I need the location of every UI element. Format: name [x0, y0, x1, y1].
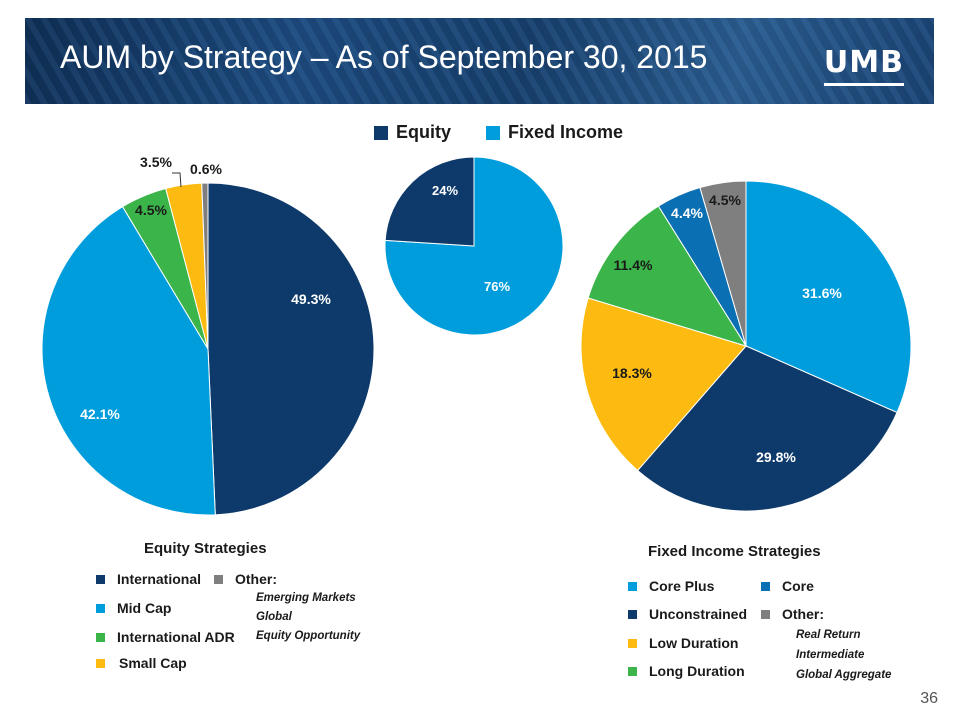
data-label-fixed-income: 76% — [484, 279, 510, 294]
legend-equity: Equity — [374, 122, 451, 143]
legend-swatch — [96, 603, 105, 613]
pie-slice-equity — [384, 156, 475, 247]
pie-slice-unconstrained — [636, 345, 898, 512]
legend-label: Core — [782, 578, 814, 594]
legend-label: International ADR — [117, 629, 235, 645]
legend-label: Other: — [235, 571, 277, 587]
legend-swatch — [628, 638, 637, 648]
fixed-other-subitem: Real Return — [796, 629, 861, 641]
legend-label: Long Duration — [649, 663, 745, 679]
equity-legend-item-international-adr: International ADR — [96, 629, 235, 645]
fixed-legend-title: Fixed Income Strategies — [648, 543, 821, 560]
pie-slice-other — [201, 182, 209, 350]
legend-label: International — [117, 571, 202, 587]
banner-texture — [25, 18, 934, 104]
page-title: AUM by Strategy – As of September 30, 20… — [60, 39, 708, 75]
pie-slice-core-plus — [745, 180, 912, 414]
legend-label-fixed-income: Fixed Income — [508, 122, 624, 142]
data-label-unconstrained: 29.8% — [756, 449, 796, 465]
data-label-other: 0.6% — [190, 161, 222, 177]
pie-slice-long-duration — [587, 205, 748, 347]
legend-fixed-income: Fixed Income — [486, 122, 623, 143]
equity-legend-title: Equity Strategies — [144, 540, 267, 557]
equity-other-subitem: Emerging Markets — [256, 592, 356, 604]
legend-swatch — [96, 574, 105, 584]
fixed-legend-item-core-plus: Core Plus — [628, 578, 714, 594]
fixed-other-subitem: Intermediate — [796, 649, 865, 661]
data-label-international-adr: 4.5% — [135, 202, 167, 218]
legend-swatch — [628, 666, 637, 676]
fixed-other-subitem: Global Aggregate — [796, 669, 892, 681]
leader-line — [172, 172, 182, 188]
pie-slice-low-duration — [580, 297, 747, 472]
data-label-small-cap: 3.5% — [140, 154, 172, 170]
equity-other-subitem: Equity Opportunity — [256, 630, 361, 642]
equity-other-subitem: Global — [256, 611, 292, 623]
legend-swatch — [628, 609, 637, 619]
data-label-other: 4.5% — [709, 192, 741, 208]
data-label-low-duration: 18.3% — [612, 365, 652, 381]
fixed-legend-item-core: Core — [761, 578, 814, 594]
umb-logo: UMB — [823, 45, 905, 86]
fixed-legend-item-long-duration: Long Duration — [628, 663, 745, 679]
equity-legend-item-international: International — [96, 571, 201, 587]
pie-slice-international — [207, 182, 375, 516]
legend-label: Mid Cap — [117, 600, 172, 616]
legend-swatch — [628, 581, 637, 591]
data-label-core: 4.4% — [671, 205, 703, 221]
data-label-core-plus: 31.6% — [802, 285, 842, 301]
legend-label: Other: — [782, 606, 824, 622]
legend-swatch — [96, 632, 105, 642]
legend-swatch-fixed-income — [486, 125, 500, 140]
legend-label: Low Duration — [649, 635, 739, 651]
header-banner: AUM by Strategy – As of September 30, 20… — [25, 18, 934, 104]
legend-label: Unconstrained — [649, 606, 748, 622]
legend-swatch — [96, 658, 105, 668]
data-label-mid-cap: 42.1% — [80, 406, 120, 422]
legend-swatch — [761, 609, 770, 619]
pie-slice-mid-cap — [41, 205, 216, 516]
legend-label: Small Cap — [119, 655, 187, 671]
legend-swatch — [761, 581, 770, 591]
legend-swatch-equity — [374, 125, 388, 140]
equity-legend-item-other: Other: — [214, 571, 277, 587]
legend-label-equity: Equity — [396, 122, 452, 142]
equity-legend-item-mid-cap: Mid Cap — [96, 600, 171, 616]
legend-swatch — [214, 574, 223, 584]
fixed-legend-item-low-duration: Low Duration — [628, 635, 738, 651]
pie-slice-other — [699, 180, 747, 347]
page-number: 36 — [920, 690, 938, 707]
fixed-legend-item-unconstrained: Unconstrained — [628, 606, 747, 622]
equity-legend-item-small-cap: Small Cap — [96, 655, 187, 671]
data-label-equity: 24% — [432, 183, 458, 198]
data-label-long-duration: 11.4% — [614, 257, 653, 273]
legend-label: Core Plus — [649, 578, 715, 594]
fixed-legend-item-other: Other: — [761, 606, 824, 622]
data-label-international: 49.3% — [291, 291, 331, 307]
